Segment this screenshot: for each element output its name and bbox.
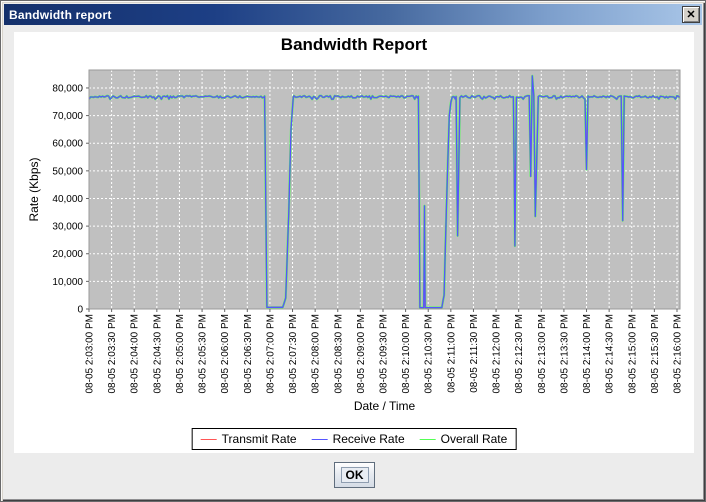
svg-text:40,000: 40,000 bbox=[52, 194, 83, 205]
svg-text:08-05 2:14:00 PM: 08-05 2:14:00 PM bbox=[582, 314, 593, 394]
svg-text:08-05 2:10:30 PM: 08-05 2:10:30 PM bbox=[424, 314, 435, 394]
data-series bbox=[89, 74, 680, 309]
svg-text:80,000: 80,000 bbox=[52, 83, 83, 94]
svg-text:08-05 2:12:00 PM: 08-05 2:12:00 PM bbox=[492, 314, 503, 394]
svg-text:08-05 2:08:30 PM: 08-05 2:08:30 PM bbox=[333, 314, 344, 394]
overall-line-swatch bbox=[419, 438, 436, 440]
receive-line-swatch bbox=[311, 438, 328, 440]
transmit-line-swatch bbox=[200, 438, 217, 440]
svg-text:08-05 2:07:30 PM: 08-05 2:07:30 PM bbox=[288, 314, 299, 394]
svg-text:08-05 2:14:30 PM: 08-05 2:14:30 PM bbox=[605, 314, 616, 394]
y-axis-title: Rate (Kbps) bbox=[27, 157, 41, 221]
svg-text:08-05 2:16:00 PM: 08-05 2:16:00 PM bbox=[672, 314, 683, 394]
close-icon: ✕ bbox=[686, 9, 696, 21]
svg-text:08-05 2:03:30 PM: 08-05 2:03:30 PM bbox=[107, 314, 118, 394]
svg-text:08-05 2:12:30 PM: 08-05 2:12:30 PM bbox=[514, 314, 525, 394]
x-axis-title: Date / Time bbox=[354, 399, 416, 413]
svg-text:08-05 2:13:00 PM: 08-05 2:13:00 PM bbox=[537, 314, 548, 394]
bandwidth-chart: 0 10,000 20,000 30,000 40,000 50,000 60,000 70,… bbox=[27, 69, 684, 413]
tick-marks bbox=[86, 87, 678, 312]
legend-label: Overall Rate bbox=[440, 432, 508, 446]
legend-label: Transmit Rate bbox=[221, 432, 297, 446]
ok-button-label: OK bbox=[340, 467, 369, 483]
svg-text:08-05 2:03:00 PM: 08-05 2:03:00 PM bbox=[85, 314, 96, 394]
svg-text:08-05 2:08:00 PM: 08-05 2:08:00 PM bbox=[311, 314, 322, 394]
svg-text:08-05 2:11:30 PM: 08-05 2:11:30 PM bbox=[469, 314, 480, 393]
svg-text:60,000: 60,000 bbox=[52, 139, 83, 150]
svg-text:20,000: 20,000 bbox=[52, 249, 83, 260]
y-tick-labels: 0 10,000 20,000 30,000 40,000 50,000 60,000 70,… bbox=[52, 83, 83, 315]
close-button[interactable]: ✕ bbox=[682, 6, 700, 23]
window-title: Bandwidth report bbox=[9, 7, 112, 22]
svg-text:08-05 2:04:00 PM: 08-05 2:04:00 PM bbox=[130, 314, 141, 394]
chart-panel: Bandwidth Report 0 10,000 20,000 30,000 40,0… bbox=[14, 32, 694, 453]
svg-text:08-05 2:06:00 PM: 08-05 2:06:00 PM bbox=[220, 314, 231, 394]
series-receive-rate bbox=[89, 75, 680, 309]
svg-text:50,000: 50,000 bbox=[52, 166, 83, 177]
svg-text:08-05 2:15:30 PM: 08-05 2:15:30 PM bbox=[650, 314, 661, 394]
svg-text:70,000: 70,000 bbox=[52, 111, 83, 122]
legend-label: Receive Rate bbox=[332, 432, 405, 446]
window-titlebar[interactable]: Bandwidth report ✕ bbox=[4, 4, 702, 25]
svg-text:08-05 2:04:30 PM: 08-05 2:04:30 PM bbox=[152, 314, 163, 394]
ok-button[interactable]: OK bbox=[334, 462, 375, 488]
svg-text:08-05 2:06:30 PM: 08-05 2:06:30 PM bbox=[243, 314, 254, 394]
svg-text:08-05 2:09:00 PM: 08-05 2:09:00 PM bbox=[356, 314, 367, 394]
legend-item-transmit: Transmit Rate bbox=[200, 432, 297, 446]
legend-item-overall: Overall Rate bbox=[419, 432, 508, 446]
svg-text:08-05 2:15:00 PM: 08-05 2:15:00 PM bbox=[627, 314, 638, 394]
svg-text:0: 0 bbox=[77, 305, 83, 316]
chart-legend: Transmit Rate Receive Rate Overall Rate bbox=[191, 428, 517, 450]
svg-text:08-05 2:11:00 PM: 08-05 2:11:00 PM bbox=[446, 314, 457, 393]
x-tick-labels: 08-05 2:03:00 PM 08-05 2:03:30 PM 08-05 2:… bbox=[85, 314, 684, 394]
legend-item-receive: Receive Rate bbox=[311, 432, 405, 446]
svg-text:08-05 2:09:30 PM: 08-05 2:09:30 PM bbox=[378, 314, 389, 394]
svg-text:30,000: 30,000 bbox=[52, 222, 83, 233]
plot-border bbox=[88, 69, 681, 310]
svg-text:10,000: 10,000 bbox=[52, 277, 83, 288]
svg-text:08-05 2:07:00 PM: 08-05 2:07:00 PM bbox=[265, 314, 276, 394]
svg-text:08-05 2:13:30 PM: 08-05 2:13:30 PM bbox=[559, 314, 570, 394]
svg-text:08-05 2:05:00 PM: 08-05 2:05:00 PM bbox=[175, 314, 186, 394]
svg-text:08-05 2:10:00 PM: 08-05 2:10:00 PM bbox=[401, 314, 412, 394]
svg-text:08-05 2:05:30 PM: 08-05 2:05:30 PM bbox=[198, 314, 209, 394]
plot-area bbox=[89, 70, 680, 309]
chart-title: Bandwidth Report bbox=[280, 35, 428, 54]
